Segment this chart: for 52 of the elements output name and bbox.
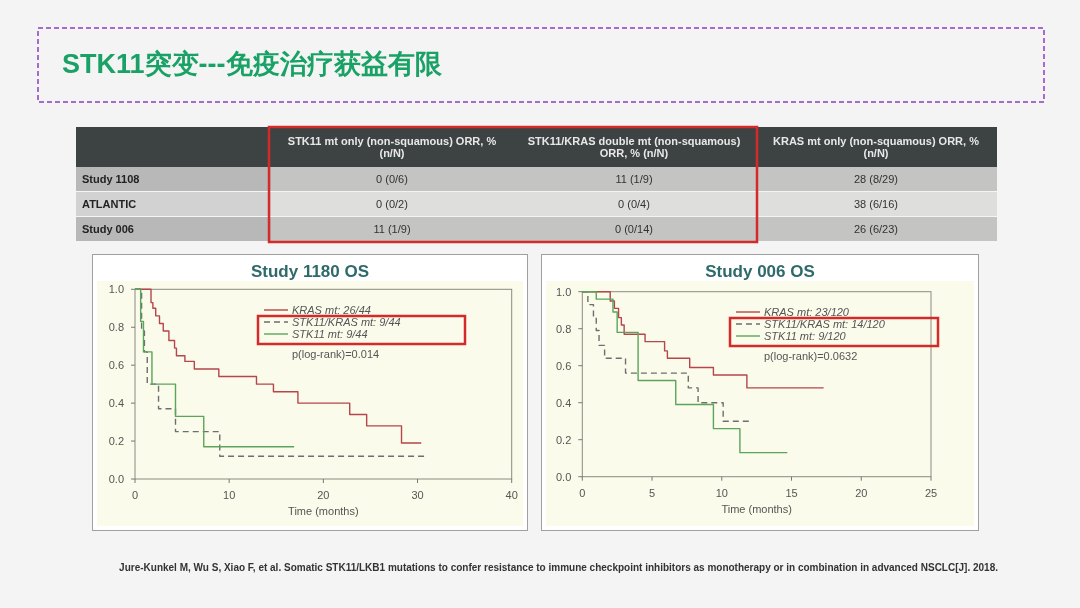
y-tick-label: 0.0 <box>108 473 124 485</box>
annotation: p(log-rank)=0.014 <box>292 348 380 360</box>
x-tick-label: 10 <box>223 489 236 501</box>
text: 38 (6/16) <box>853 198 899 210</box>
y-tick-label: 0.8 <box>108 321 124 334</box>
text: 0 (0/6) <box>376 173 408 185</box>
legend-label: STK11/KRAS mt: 14/120 <box>764 318 886 330</box>
text: 28 (8/29) <box>853 173 899 185</box>
y-tick-label: 0.6 <box>556 359 572 372</box>
y-tick-label: 0.8 <box>556 322 572 335</box>
category-label: Study 1108 <box>82 173 140 185</box>
chart-title: Study 006 OS <box>705 262 815 281</box>
x-tick-label: 5 <box>648 486 656 499</box>
text: Jure-Kunkel M, Wu S, Xiao F, et al. Somatic STK11/LKB1 mutations to confer resistance to immune checkpoint inhibitors as monotherapy or in combination in advanced NSCLC[J]. 2018. <box>118 561 998 575</box>
text: 0 (0/2) <box>376 198 408 210</box>
x-tick-label: 25 <box>924 486 938 499</box>
category-label: STK11 mt only (non-squamous) ORR, % (n/N) <box>271 127 513 167</box>
y-tick-label: 0.0 <box>556 470 572 483</box>
x-tick-label: 20 <box>317 489 330 501</box>
legend-label: STK11 mt: 9/44 <box>292 328 368 340</box>
text: 26 (6/23) <box>853 223 899 235</box>
x-axis-title: Time (months) <box>721 502 792 515</box>
x-tick-label: 40 <box>505 489 518 501</box>
y-tick-label: 0.6 <box>108 359 124 372</box>
category-label: KRAS mt only (non-squamous) ORR, % (n/N) <box>755 127 997 167</box>
annotation: p(log-rank)=0.0632 <box>764 350 858 362</box>
x-tick-label: 10 <box>715 486 728 499</box>
category-label: STK11/KRAS double mt (non-squamous) ORR, % (n/N) <box>513 127 755 167</box>
legend-label: STK11 mt: 9/120 <box>764 330 847 342</box>
legend-label: KRAS mt: 26/44 <box>292 304 371 316</box>
y-tick-label: 1.0 <box>108 283 124 296</box>
text: 0 (0/14) <box>615 223 653 235</box>
legend-label: KRAS mt: 23/120 <box>764 306 850 318</box>
text: 11 (1/9) <box>373 223 411 235</box>
legend-label: STK11/KRAS mt: 9/44 <box>292 316 401 328</box>
x-axis-title: Time (months) <box>288 505 359 517</box>
y-tick-label: 0.4 <box>556 396 572 409</box>
x-tick-label: 0 <box>131 489 139 501</box>
x-tick-label: 15 <box>785 486 798 499</box>
text: STK11突变---免疫治疗获益有限 <box>62 48 442 81</box>
x-tick-label: 0 <box>579 486 586 499</box>
text: 0 (0/4) <box>618 198 650 210</box>
y-tick-label: 0.2 <box>108 435 124 448</box>
y-tick-label: 0.4 <box>108 397 124 410</box>
text: 11 (1/9) <box>615 173 653 185</box>
chart-title: Study 1180 OS <box>250 262 370 281</box>
y-tick-label: 0.2 <box>556 433 572 446</box>
category-label: ATLANTIC <box>82 198 137 210</box>
x-tick-label: 20 <box>855 486 868 499</box>
y-tick-label: 1.0 <box>556 285 572 298</box>
x-tick-label: 30 <box>411 489 424 501</box>
category-label: Study 006 <box>82 223 134 235</box>
